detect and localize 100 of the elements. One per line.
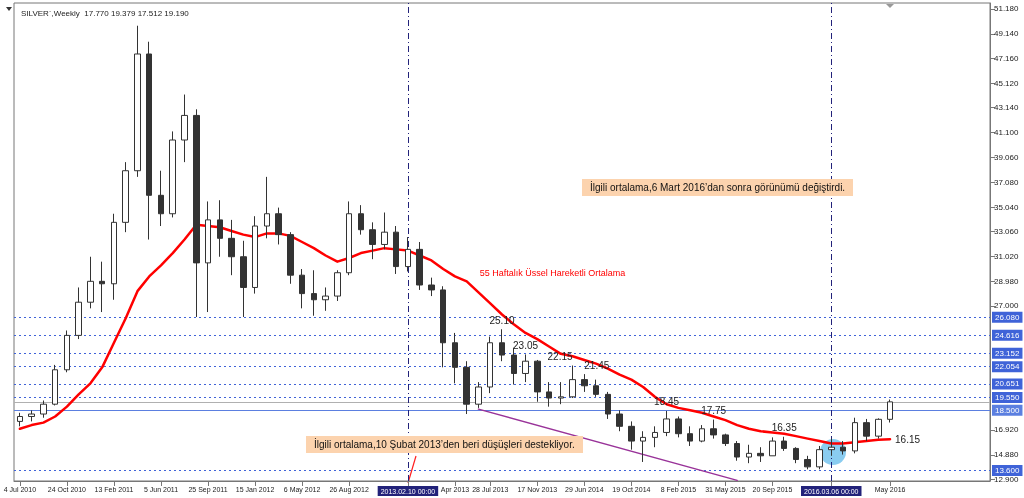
annotation: İlgili ortalama,6 Mart 2016’dan sonra görünümü değiştirdi. — [582, 179, 854, 196]
ref-line-label: 26.080 — [995, 312, 1021, 322]
ref-line-label: 20.651 — [995, 379, 1021, 389]
text: 16.35 — [771, 422, 797, 434]
y-tick-label: 51.180 — [994, 4, 1020, 14]
y-tick-label: 41.100 — [994, 128, 1020, 138]
candlestick — [205, 200, 211, 313]
data-label: 16.15 — [895, 433, 921, 445]
y-tick-label: 14.880 — [994, 450, 1020, 460]
candlestick — [875, 417, 882, 440]
candlestick — [181, 94, 188, 163]
y-tick-label: 49.140 — [994, 29, 1020, 39]
candlestick — [852, 417, 858, 454]
ref-line-label: 22.054 — [995, 362, 1021, 372]
candlestick — [393, 225, 399, 275]
candlestick — [264, 176, 270, 239]
candlestick — [781, 436, 787, 452]
candlestick — [134, 25, 141, 178]
candlestick — [87, 256, 94, 309]
candlestick — [475, 381, 482, 409]
candlestick — [746, 444, 752, 464]
candlestick — [122, 161, 129, 233]
candlestick — [193, 108, 200, 318]
y-tick-label: 37.080 — [994, 177, 1020, 187]
candlestick — [605, 391, 611, 420]
candlestick — [52, 364, 58, 406]
text: 22.15 — [547, 350, 573, 362]
candlestick — [828, 438, 835, 457]
candlestick — [734, 440, 740, 462]
y-tick-label: 27.000 — [994, 301, 1020, 311]
candlestick — [816, 445, 823, 470]
candlestick — [710, 419, 717, 440]
candlestick — [64, 329, 70, 373]
candlestick — [499, 328, 505, 362]
candlestick — [111, 213, 117, 301]
candlestick — [487, 336, 493, 394]
ref-line-label: 24.616 — [995, 330, 1021, 340]
y-tick-label: 39.060 — [994, 153, 1020, 163]
candlestick — [334, 269, 341, 302]
candlestick — [146, 41, 152, 241]
y-tick-label: 43.140 — [994, 103, 1020, 113]
candlestick — [558, 381, 564, 405]
candlestick — [381, 212, 388, 250]
y-tick-label: 28.980 — [994, 277, 1020, 287]
candlestick — [722, 433, 729, 447]
candlestick — [440, 285, 446, 368]
candlestick — [158, 170, 164, 227]
y-tick-label: 47.160 — [994, 53, 1020, 63]
candlestick — [228, 219, 235, 276]
candlestick — [546, 381, 552, 408]
ref-line-label: 19.550 — [995, 392, 1021, 402]
candlestick — [299, 268, 305, 309]
candlestick — [252, 215, 258, 295]
candlestick — [675, 415, 682, 438]
candlestick — [887, 399, 893, 423]
candlestick — [522, 353, 529, 383]
candlestick — [322, 286, 329, 312]
candlestick — [757, 446, 764, 463]
candlestick — [793, 446, 799, 464]
candlestick — [840, 440, 846, 456]
candlestick — [663, 410, 670, 437]
text: SILVER`,Weekly 17.770 19.379 17.512 19.190 — [21, 8, 190, 18]
candlestick — [616, 409, 623, 432]
ref-line-label: 13.600 — [995, 466, 1021, 476]
candlestick — [287, 231, 294, 285]
candlestick — [428, 277, 435, 297]
candlestick — [346, 200, 352, 276]
y-tick-label: 35.040 — [994, 202, 1020, 212]
ref-line-label: 23.152 — [995, 348, 1021, 358]
candlestick — [534, 359, 541, 403]
candlestick — [28, 409, 35, 422]
candlestick — [99, 261, 105, 313]
candlestick — [217, 199, 223, 258]
y-tick-label: 45.120 — [994, 78, 1020, 88]
candlestick — [311, 269, 317, 317]
candlestick — [804, 455, 811, 470]
y-tick-label: 16.920 — [994, 425, 1020, 435]
candlestick — [369, 221, 376, 260]
candlestick — [511, 347, 517, 386]
candlestick — [463, 360, 470, 415]
candlestick — [416, 241, 423, 291]
annotation: İlgili ortalama,10 Şubat 2013’den beri düşüşleri destekliyor. — [306, 436, 583, 453]
candlestick — [593, 379, 599, 398]
candlestick — [640, 430, 646, 463]
series-label: 55 Haftalık Üssel Hareketli Ortalama — [479, 268, 626, 279]
candlestick — [169, 130, 176, 218]
candlestick — [358, 204, 364, 236]
y-tick-label: 31.020 — [994, 252, 1020, 261]
candlestick — [769, 436, 776, 457]
text: 23.05 — [513, 339, 539, 351]
candlestick — [581, 373, 588, 393]
candlestick — [628, 420, 635, 451]
candlestick — [17, 412, 23, 427]
candlestick — [699, 424, 705, 443]
candlestick — [452, 332, 458, 384]
candlestick — [40, 400, 47, 419]
y-tick-label: 12.900 — [994, 474, 1020, 484]
candlestick — [275, 207, 282, 245]
y-tick-label: 33.060 — [994, 226, 1020, 236]
candlestick — [405, 236, 411, 272]
